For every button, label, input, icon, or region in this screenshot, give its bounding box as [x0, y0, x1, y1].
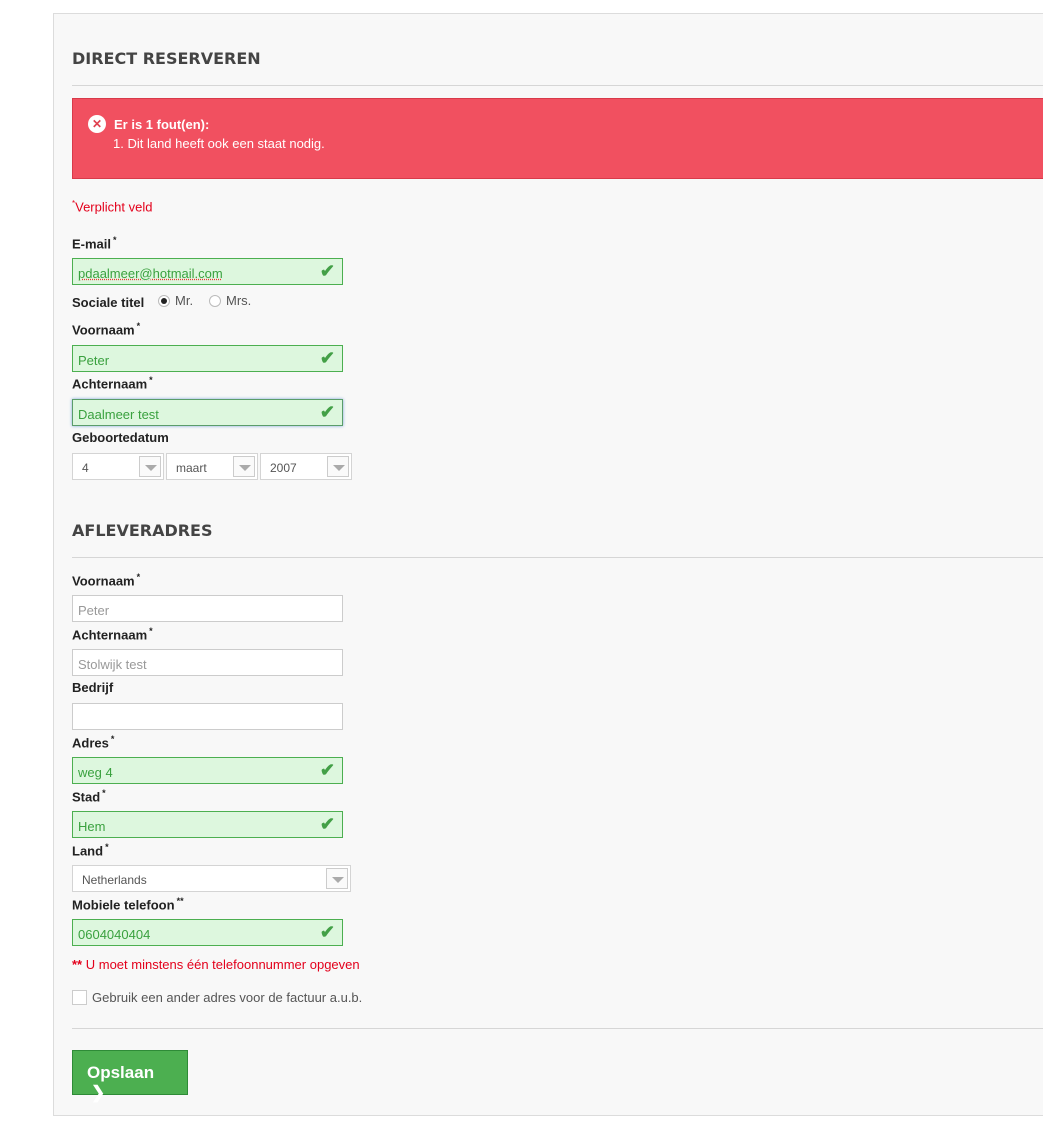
social-title-label: Sociale titel [72, 295, 145, 310]
check-icon: ✔ [319, 261, 335, 281]
birth-day-select[interactable]: 4 [72, 453, 164, 480]
divider [72, 1028, 1043, 1029]
country-label: Land * [72, 842, 109, 859]
street-label: Adres * [72, 734, 115, 751]
error-title: Er is 1 fout(en): [114, 117, 210, 132]
error-message: 1. Dit land heeft ook een staat nodig. [113, 136, 325, 151]
addr-firstname-field[interactable]: Peter [72, 595, 343, 622]
chevron-right-icon: ❯ [91, 1083, 106, 1102]
birthdate-label: Geboortedatum [72, 430, 169, 445]
email-label: E-mail * [72, 235, 117, 252]
country-select[interactable]: Netherlands [72, 865, 351, 892]
street-field[interactable]: weg 4 ✔ [72, 757, 343, 784]
lastname-field[interactable]: Daalmeer test ✔ [72, 399, 343, 426]
radio-icon [209, 295, 221, 307]
company-label: Bedrijf [72, 680, 114, 695]
firstname-label: Voornaam * [72, 321, 141, 338]
dropdown-arrow-icon [139, 456, 161, 477]
dropdown-arrow-icon [326, 868, 348, 889]
birth-month-select[interactable]: maart [166, 453, 258, 480]
dropdown-arrow-icon [233, 456, 255, 477]
addr-lastname-field[interactable]: Stolwijk test [72, 649, 343, 676]
email-field[interactable]: pdaalmeer@hotmail.com ✔ [72, 258, 343, 285]
addr-firstname-label: Voornaam * [72, 572, 141, 589]
birth-year-select[interactable]: 2007 [260, 453, 352, 480]
city-label: Stad * [72, 788, 106, 805]
city-field[interactable]: Hem ✔ [72, 811, 343, 838]
close-circle-icon: ✕ [88, 115, 106, 133]
radio-mr[interactable]: Mr. [158, 293, 193, 308]
error-alert: ✕ Er is 1 fout(en): 1. Dit land heeft oo… [72, 98, 1043, 179]
section-title-reservation: DIRECT RESERVEREN [72, 49, 261, 68]
company-field[interactable] [72, 703, 343, 730]
required-note: *Verplicht veld [72, 199, 153, 215]
radio-mrs[interactable]: Mrs. [209, 293, 251, 308]
addr-lastname-label: Achternaam * [72, 626, 153, 643]
check-icon: ✔ [319, 402, 335, 422]
check-icon: ✔ [319, 922, 335, 942]
radio-icon [158, 295, 170, 307]
firstname-field[interactable]: Peter ✔ [72, 345, 343, 372]
divider [72, 557, 1043, 558]
mobile-field[interactable]: 0604040404 ✔ [72, 919, 343, 946]
dropdown-arrow-icon [327, 456, 349, 477]
phone-note: ** U moet minstens één telefoonnummer op… [72, 957, 360, 972]
checkbox-icon [72, 990, 87, 1005]
invoice-address-checkbox[interactable]: Gebruik een ander adres voor de factuur … [72, 990, 362, 1005]
divider [72, 85, 1043, 86]
check-icon: ✔ [319, 814, 335, 834]
section-title-address: AFLEVERADRES [72, 521, 213, 540]
mobile-label: Mobiele telefoon ** [72, 896, 184, 913]
check-icon: ✔ [319, 348, 335, 368]
lastname-label: Achternaam * [72, 375, 153, 392]
save-button[interactable]: Opslaan ❯ [72, 1050, 188, 1102]
check-icon: ✔ [319, 760, 335, 780]
